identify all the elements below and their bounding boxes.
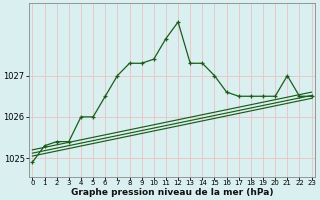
X-axis label: Graphe pression niveau de la mer (hPa): Graphe pression niveau de la mer (hPa)	[71, 188, 273, 197]
